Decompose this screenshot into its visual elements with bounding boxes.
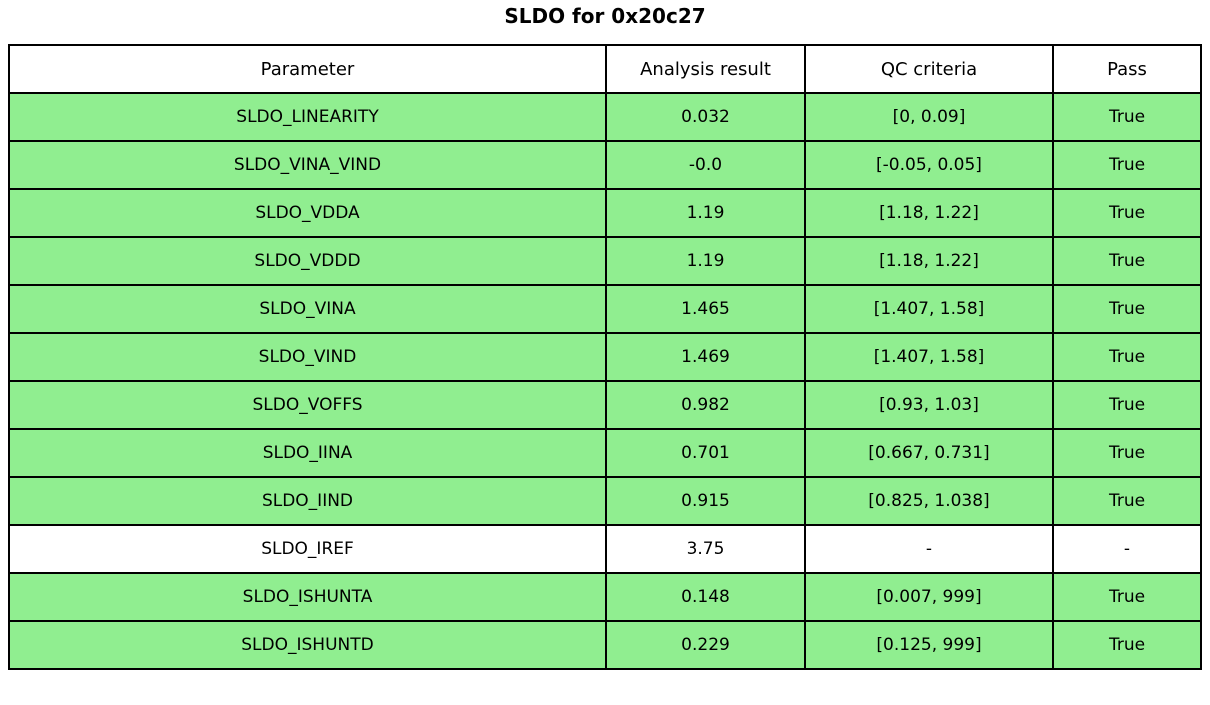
qc-criteria-cell: [-0.05, 0.05] — [804, 140, 1054, 190]
parameter-cell: SLDO_IIND — [8, 476, 607, 526]
table-row: SLDO_VIND 1.469 [1.407, 1.58] True — [8, 332, 1202, 382]
parameter-cell: SLDO_ISHUNTA — [8, 572, 607, 622]
qc-criteria-cell: [1.407, 1.58] — [804, 332, 1054, 382]
analysis-result-cell: 0.032 — [605, 92, 806, 142]
qc-criteria-cell: [0.125, 999] — [804, 620, 1054, 670]
page-title: SLDO for 0x20c27 — [504, 4, 706, 28]
analysis-result-cell: 3.75 — [605, 524, 806, 574]
pass-cell: True — [1052, 476, 1202, 526]
analysis-result-cell: 0.148 — [605, 572, 806, 622]
table-row: SLDO_VDDA 1.19 [1.18, 1.22] True — [8, 188, 1202, 238]
analysis-result-cell: 1.469 — [605, 332, 806, 382]
qc-criteria-cell: [0.825, 1.038] — [804, 476, 1054, 526]
table-row: SLDO_VOFFS 0.982 [0.93, 1.03] True — [8, 380, 1202, 430]
table-row: SLDO_IREF 3.75 - - — [8, 524, 1202, 574]
qc-criteria-cell: - — [804, 524, 1054, 574]
table-row: SLDO_LINEARITY 0.032 [0, 0.09] True — [8, 92, 1202, 142]
analysis-result-cell: 1.19 — [605, 236, 806, 286]
parameter-cell: SLDO_IREF — [8, 524, 607, 574]
table-row: SLDO_ISHUNTA 0.148 [0.007, 999] True — [8, 572, 1202, 622]
analysis-result-cell: 0.982 — [605, 380, 806, 430]
qc-criteria-cell: [0, 0.09] — [804, 92, 1054, 142]
table-row: SLDO_IINA 0.701 [0.667, 0.731] True — [8, 428, 1202, 478]
analysis-result-cell: 1.465 — [605, 284, 806, 334]
table-row: SLDO_VINA 1.465 [1.407, 1.58] True — [8, 284, 1202, 334]
column-header-parameter: Parameter — [8, 44, 607, 94]
pass-cell: True — [1052, 332, 1202, 382]
pass-cell: - — [1052, 524, 1202, 574]
pass-cell: True — [1052, 188, 1202, 238]
qc-criteria-cell: [1.407, 1.58] — [804, 284, 1054, 334]
table-row: SLDO_VINA_VIND -0.0 [-0.05, 0.05] True — [8, 140, 1202, 190]
analysis-result-cell: 0.701 — [605, 428, 806, 478]
pass-cell: True — [1052, 572, 1202, 622]
parameter-cell: SLDO_VOFFS — [8, 380, 607, 430]
table-row: SLDO_ISHUNTD 0.229 [0.125, 999] True — [8, 620, 1202, 670]
pass-cell: True — [1052, 284, 1202, 334]
qc-criteria-cell: [1.18, 1.22] — [804, 236, 1054, 286]
parameter-cell: SLDO_VDDA — [8, 188, 607, 238]
column-header-analysis-result: Analysis result — [605, 44, 806, 94]
table-row: SLDO_VDDD 1.19 [1.18, 1.22] True — [8, 236, 1202, 286]
parameter-cell: SLDO_IINA — [8, 428, 607, 478]
parameter-cell: SLDO_VINA_VIND — [8, 140, 607, 190]
analysis-result-cell: 0.229 — [605, 620, 806, 670]
parameter-cell: SLDO_ISHUNTD — [8, 620, 607, 670]
table-header: Parameter Analysis result QC criteria Pa… — [8, 44, 1202, 94]
column-header-pass: Pass — [1052, 44, 1202, 94]
parameter-cell: SLDO_VDDD — [8, 236, 607, 286]
analysis-result-cell: -0.0 — [605, 140, 806, 190]
parameter-cell: SLDO_VINA — [8, 284, 607, 334]
qc-criteria-cell: [0.007, 999] — [804, 572, 1054, 622]
pass-cell: True — [1052, 428, 1202, 478]
pass-cell: True — [1052, 380, 1202, 430]
analysis-result-cell: 0.915 — [605, 476, 806, 526]
qc-results-table: Parameter Analysis result QC criteria Pa… — [8, 44, 1202, 670]
pass-cell: True — [1052, 92, 1202, 142]
parameter-cell: SLDO_LINEARITY — [8, 92, 607, 142]
qc-criteria-cell: [1.18, 1.22] — [804, 188, 1054, 238]
column-header-qc-criteria: QC criteria — [804, 44, 1054, 94]
pass-cell: True — [1052, 140, 1202, 190]
parameter-cell: SLDO_VIND — [8, 332, 607, 382]
table-body: SLDO_LINEARITY 0.032 [0, 0.09] True SLDO… — [8, 92, 1202, 670]
header-row: Parameter Analysis result QC criteria Pa… — [8, 44, 1202, 94]
qc-criteria-cell: [0.93, 1.03] — [804, 380, 1054, 430]
pass-cell: True — [1052, 620, 1202, 670]
analysis-result-cell: 1.19 — [605, 188, 806, 238]
qc-criteria-cell: [0.667, 0.731] — [804, 428, 1054, 478]
pass-cell: True — [1052, 236, 1202, 286]
table-row: SLDO_IIND 0.915 [0.825, 1.038] True — [8, 476, 1202, 526]
